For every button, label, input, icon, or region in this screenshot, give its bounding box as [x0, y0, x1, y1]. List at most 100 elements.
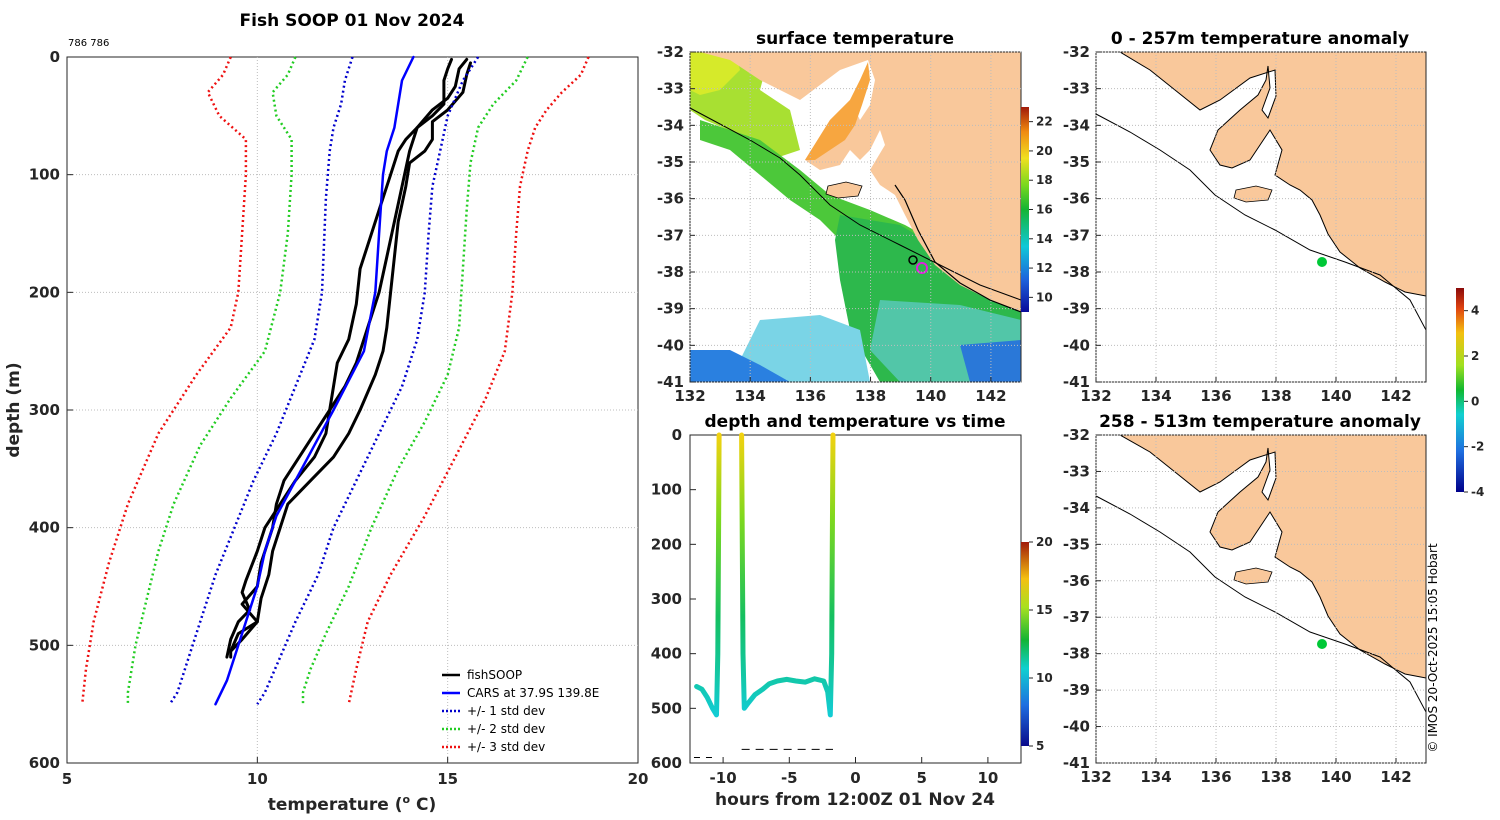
sst-colorbar-tick-label: 18 — [1036, 173, 1053, 187]
timeseries-title: depth and temperature vs time — [705, 412, 1006, 432]
anom1-ytick-label: -40 — [1063, 336, 1090, 354]
legend-label: fishSOOP — [467, 668, 522, 682]
profile-ytick-label: 500 — [29, 636, 60, 654]
anom2-ytick-label: -33 — [1063, 462, 1090, 480]
sst-ytick-label: -39 — [657, 300, 684, 318]
profile-series-line — [256, 56, 480, 705]
sst-colorbar-ticks: 10 12 14 16 18 20 22 — [1029, 115, 1053, 304]
anom2-ytick-label: -39 — [1063, 681, 1090, 699]
profile-series-line — [214, 55, 415, 706]
sst-field-yellow — [690, 52, 740, 95]
anom2-map — [1096, 435, 1426, 763]
timeseries-xtick-label: 0 — [850, 769, 860, 787]
timeseries-xtick-label: 10 — [977, 769, 998, 787]
anom-colorbar-tick-label: -2 — [1471, 440, 1484, 454]
anom1-xtick-label: 136 — [1200, 387, 1231, 405]
sst-xtick-label: 140 — [915, 387, 946, 405]
sst-colorbar-tick-label: 16 — [1036, 203, 1053, 217]
sst-xtick-label: 134 — [735, 387, 766, 405]
timeseries-casts — [694, 432, 836, 718]
anom2-xtick-label: 132 — [1080, 768, 1111, 786]
anom2-ytick-label: -36 — [1063, 572, 1090, 590]
anom1-ticks: 132 134 136 138 140 142 -32 -33 -34 -35 -36 -37 -38 -… — [1063, 43, 1426, 405]
anom-colorbar-tick-label: 0 — [1471, 394, 1479, 408]
copyright-footer: © IMOS 20-Oct-2025 15:05 Hobart — [1426, 543, 1440, 753]
anom2-ytick-label: -34 — [1063, 499, 1090, 517]
anom-colorbar-tick-label: 4 — [1471, 304, 1479, 318]
anom2-shelf-contour — [1096, 495, 1426, 713]
profile-ylabel: depth (m) — [4, 362, 24, 457]
anom1-ytick-label: -37 — [1063, 226, 1090, 244]
anom2-ytick-label: -35 — [1063, 535, 1090, 553]
profile-series-line — [168, 56, 354, 705]
sst-ytick-label: -40 — [657, 336, 684, 354]
anom2-ytick-label: -37 — [1063, 608, 1090, 626]
anom1-xtick-label: 142 — [1380, 387, 1411, 405]
sst-land — [700, 52, 1021, 312]
sst-xtick-label: 142 — [975, 387, 1006, 405]
sst-map — [690, 52, 1021, 382]
sst-colorbar-tick-label: 14 — [1036, 232, 1053, 246]
legend-label: +/- 2 std dev — [467, 722, 545, 736]
profile-ytick-label: 400 — [29, 519, 60, 537]
sst-ytick-label: -34 — [657, 116, 684, 134]
anom2-xtick-label: 142 — [1380, 768, 1411, 786]
anom2-ytick-label: -32 — [1063, 426, 1090, 444]
timeseries-ytick-label: 200 — [651, 535, 682, 553]
anom1-ytick-label: -33 — [1063, 80, 1090, 98]
sst-ticks: 132 134 136 138 140 142 -32 -33 -34 -35 -36 -37 -38 -… — [657, 43, 1021, 405]
profile-xtick-label: 20 — [628, 770, 649, 788]
timeseries-colorbar-tick-label: 10 — [1036, 671, 1053, 685]
sst-kangaroo-island — [825, 181, 863, 199]
anom2-ytick-label: -38 — [1063, 645, 1090, 663]
profile-ytick-label: 300 — [29, 401, 60, 419]
sst-shelf-contour — [690, 107, 1021, 301]
legend-label: +/- 3 std dev — [467, 740, 545, 754]
legend-label: +/- 1 std dev — [467, 704, 545, 718]
sst-ytick-label: -37 — [657, 226, 684, 244]
anom1-xtick-label: 138 — [1260, 387, 1291, 405]
profile-id-label: 786 786 — [68, 38, 109, 49]
anom1-title: 0 - 257m temperature anomaly — [1111, 29, 1409, 49]
anom2-kangaroo-island — [1233, 567, 1273, 585]
anom2-xtick-label: 134 — [1140, 768, 1171, 786]
profile-series-line — [126, 56, 297, 705]
anom1-shelf-contour — [1096, 113, 1426, 331]
anom-colorbar-ticks: 4 2 0 -2 -4 — [1464, 304, 1484, 499]
anom1-ytick-label: -38 — [1063, 263, 1090, 281]
anom1-xtick-label: 140 — [1320, 387, 1351, 405]
sst-ytick-label: -36 — [657, 190, 684, 208]
profile-xtick-label: 15 — [437, 770, 458, 788]
profile-title: Fish SOOP 01 Nov 2024 — [240, 11, 465, 31]
timeseries-colorbar-tick-label: 15 — [1036, 603, 1053, 617]
profile-xtick-label: 10 — [247, 770, 268, 788]
profile-series-line — [347, 56, 590, 705]
sst-track-end-marker — [916, 262, 928, 274]
anom1-ytick-label: -32 — [1063, 43, 1090, 61]
sst-ytick-label: -33 — [657, 80, 684, 98]
timeseries-ytick-label: 0 — [672, 426, 682, 444]
anom2-track-marker — [1317, 639, 1327, 649]
timeseries-ytick-label: 600 — [651, 754, 682, 772]
sst-colorbar-tick-label: 12 — [1036, 261, 1053, 275]
sst-coastline — [894, 184, 1021, 313]
sst-colorbar-tick-label: 22 — [1036, 115, 1053, 129]
anom1-ytick-label: -41 — [1063, 373, 1090, 391]
profile-xticks: 5 10 15 20 — [62, 757, 649, 788]
timeseries-ytick-label: 400 — [651, 645, 682, 663]
sst-colorbar-tick-label: 20 — [1036, 144, 1053, 158]
anom1-ytick-label: -34 — [1063, 116, 1090, 134]
timeseries-colorbar-ticks: 5 10 15 20 — [1029, 535, 1053, 753]
anom1-track-marker — [1317, 257, 1327, 267]
anom1-kangaroo-island — [1233, 185, 1273, 203]
anom2-panel: 258 - 513m temperature anomaly 132 134 136… — [1063, 412, 1427, 786]
profile-yticks: 0 100 200 300 400 500 600 — [29, 48, 73, 772]
anom1-ytick-label: -39 — [1063, 300, 1090, 318]
anom1-land — [1119, 52, 1426, 297]
timeseries-xtick-label: -10 — [710, 769, 737, 787]
legend-label: CARS at 37.9S 139.8E — [467, 686, 599, 700]
timeseries-colorbar-tick-label: 5 — [1036, 739, 1044, 753]
timeseries-xtick-label: 5 — [916, 769, 926, 787]
